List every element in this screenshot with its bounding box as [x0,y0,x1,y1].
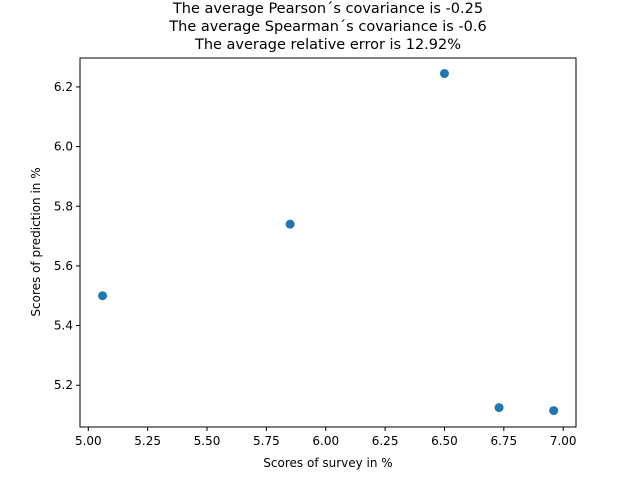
scatter-point [98,291,108,301]
data-points [98,69,559,416]
x-tick-label: 5.25 [134,434,161,448]
x-tick-label: 6.50 [431,434,458,448]
x-tick-label: 5.00 [75,434,102,448]
title-line-1: The average Pearson´s covariance is -0.2… [172,1,483,17]
y-tick-label: 5.6 [54,259,73,273]
scatter-point [549,406,559,416]
x-tick-label: 6.75 [490,434,517,448]
y-tick-label: 5.8 [54,199,73,213]
x-axis-label: Scores of survey in % [263,456,392,470]
y-tick-label: 5.4 [54,319,73,333]
y-axis-label: Scores of prediction in % [29,167,43,316]
chart-title: The average Pearson´s covariance is -0.2… [168,1,486,53]
title-line-2: The average Spearman´s covariance is -0.… [168,19,486,35]
x-axis-ticks: 5.00 5.25 5.50 5.75 6.00 6.25 6.50 6.75 7.00 [75,427,577,448]
x-tick-label: 5.75 [253,434,280,448]
x-tick-label: 5.50 [194,434,221,448]
scatter-point [494,403,504,413]
y-tick-label: 6.2 [54,80,73,94]
y-tick-label: 5.2 [54,378,73,392]
y-tick-label: 6.0 [54,140,73,154]
title-line-3: The average relative error is 12.92% [194,37,461,53]
scatter-point [439,69,449,79]
plot-frame [79,57,577,428]
x-tick-label: 6.25 [372,434,399,448]
x-tick-label: 7.00 [550,434,577,448]
x-tick-label: 6.00 [312,434,339,448]
y-axis-ticks: 5.2 5.4 5.6 5.8 6.0 6.2 [54,80,80,392]
scatter-point [285,219,295,229]
